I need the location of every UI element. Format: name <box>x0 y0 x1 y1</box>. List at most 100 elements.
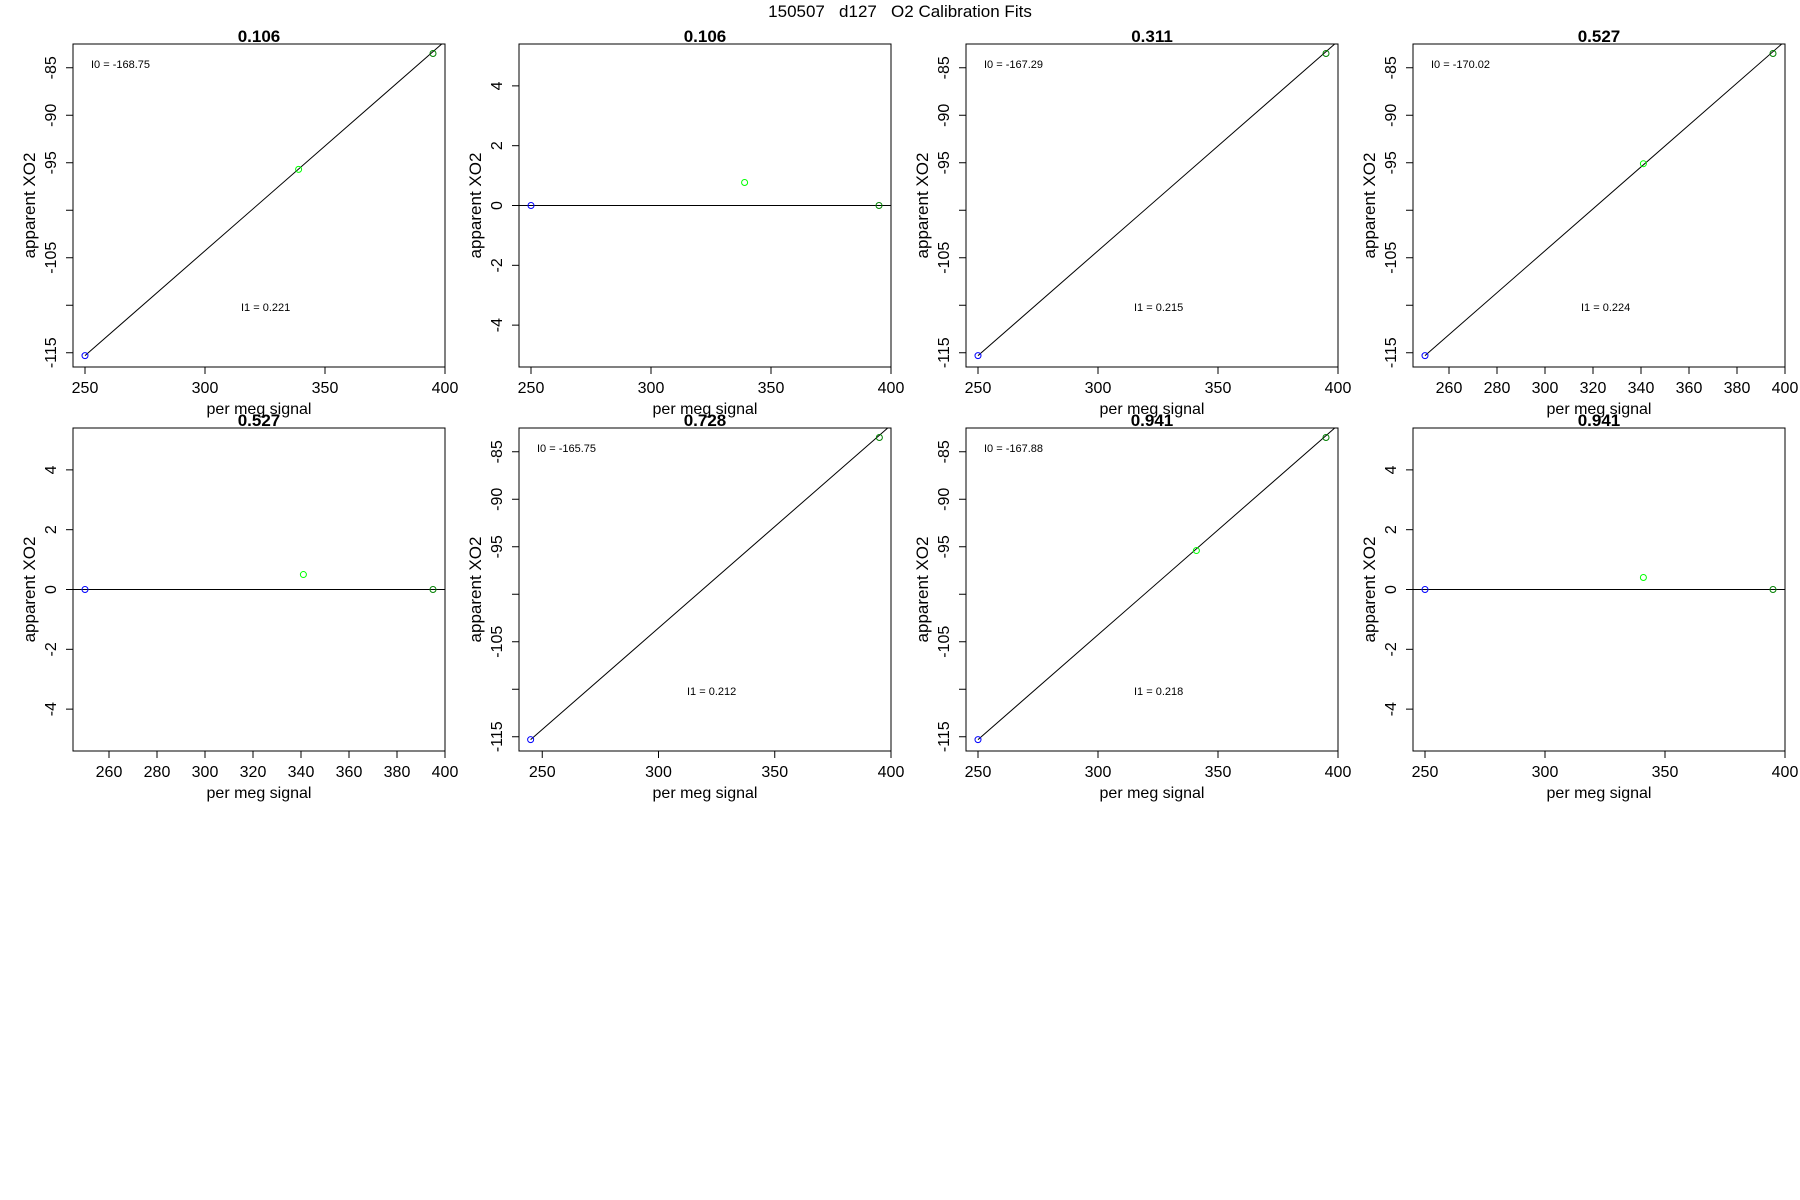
y-axis-label: apparent XO2 <box>466 153 485 259</box>
fit-line <box>84 44 443 356</box>
data-point <box>1639 574 1647 582</box>
x-tick-label: 320 <box>240 764 267 781</box>
fit-line <box>1424 44 1783 356</box>
y-tick-label: -95 <box>1383 151 1400 174</box>
x-tick-label: 300 <box>1532 380 1559 397</box>
y-tick-label: -90 <box>43 104 60 127</box>
x-tick-label: 250 <box>965 764 992 781</box>
x-tick-label: 350 <box>758 380 785 397</box>
data-point <box>527 736 535 744</box>
plot-title: 0.311 <box>1131 27 1173 46</box>
y-tick-label: 0 <box>489 201 506 210</box>
calibration-plot-7: 0.941 250 300 350 400 per meg signal -115 -105 -… <box>913 411 1351 802</box>
data-point <box>295 165 303 173</box>
calibration-plot-2: 0.106 250 300 350 400 per meg signal -4 -2 0 2 4 ap… <box>466 27 904 418</box>
fit-annotation: I1 = 0.215 <box>1134 302 1183 314</box>
x-tick-label: 280 <box>144 764 171 781</box>
x-tick-label: 300 <box>1085 380 1112 397</box>
calibration-plot-1: 0.106 250 300 350 400 per meg signal -115 -105 -… <box>20 27 458 418</box>
calibration-plot-3: 0.311 250 300 350 400 per meg signal -115 -105 -… <box>913 27 1351 418</box>
fit-annotation: I0 = -165.75 <box>537 443 596 455</box>
plot-title: 0.527 <box>1578 27 1621 46</box>
y-tick-label: -105 <box>43 242 60 274</box>
y-tick-label: 0 <box>1383 585 1400 594</box>
data-point <box>1192 547 1200 555</box>
x-tick-label: 340 <box>288 764 315 781</box>
data-point <box>1769 586 1777 593</box>
y-tick-label: 4 <box>1383 465 1400 474</box>
data-point <box>1322 50 1330 57</box>
fit-line <box>530 428 889 740</box>
x-tick-label: 300 <box>192 380 219 397</box>
calibration-plot-6: 0.728 250 300 350 400 per meg signal -115 -105 -… <box>466 411 904 802</box>
x-tick-label: 350 <box>1652 764 1679 781</box>
fit-annotation: I0 = -170.02 <box>1431 59 1490 71</box>
x-axis-label: per meg signal <box>1547 785 1652 802</box>
data-point <box>875 434 883 441</box>
data-point <box>429 50 437 57</box>
y-axis-label: apparent XO2 <box>466 537 485 643</box>
y-tick-label: -2 <box>489 258 506 272</box>
y-axis-label: apparent XO2 <box>20 537 39 643</box>
x-tick-label: 250 <box>1412 764 1439 781</box>
x-tick-label: 400 <box>878 380 905 397</box>
x-tick-label: 400 <box>432 764 459 781</box>
y-tick-label: -105 <box>936 626 953 658</box>
plot-frame <box>1412 43 1786 368</box>
fit-annotation: I1 = 0.218 <box>1134 686 1183 698</box>
y-tick-label: -115 <box>1383 337 1400 368</box>
data-point <box>429 586 437 593</box>
y-tick-label: 4 <box>489 81 506 90</box>
y-tick-label: 4 <box>43 465 60 474</box>
x-axis-label: per meg signal <box>207 785 312 802</box>
x-tick-label: 340 <box>1628 380 1655 397</box>
y-tick-label: -105 <box>1383 242 1400 274</box>
plot-frame <box>72 43 446 368</box>
y-tick-label: -105 <box>936 242 953 274</box>
y-tick-label: -2 <box>43 642 60 656</box>
x-tick-label: 320 <box>1580 380 1607 397</box>
y-tick-label: -95 <box>936 151 953 174</box>
data-point <box>1421 586 1429 593</box>
data-point <box>875 202 883 209</box>
data-point <box>741 178 749 186</box>
x-tick-label: 400 <box>1325 764 1352 781</box>
calibration-plot-5: 0.527 260 280 300 320 340 360 380 400 per meg sig… <box>20 411 458 802</box>
data-point <box>527 202 535 209</box>
x-tick-label: 360 <box>1676 380 1703 397</box>
y-tick-label: -4 <box>43 702 60 716</box>
y-tick-label: -2 <box>1383 642 1400 656</box>
data-point <box>81 352 89 360</box>
x-axis-label: per meg signal <box>207 401 312 418</box>
y-tick-label: 2 <box>1383 525 1400 534</box>
x-axis-label: per meg signal <box>1100 785 1205 802</box>
fit-line <box>977 428 1336 740</box>
data-point <box>1769 50 1777 57</box>
y-tick-label: -90 <box>936 104 953 127</box>
y-tick-label: -95 <box>43 151 60 174</box>
y-axis-label: apparent XO2 <box>913 153 932 259</box>
x-tick-label: 300 <box>192 764 219 781</box>
x-tick-label: 400 <box>878 764 905 781</box>
fit-annotation: I1 = 0.212 <box>687 686 736 698</box>
x-axis-label: per meg signal <box>653 401 758 418</box>
y-tick-label: -85 <box>1383 56 1400 79</box>
plot-frame <box>965 43 1339 368</box>
x-tick-label: 380 <box>384 764 411 781</box>
calibration-plot-4: 0.527 260 280 300 320 340 360 380 400 per meg sig… <box>1360 27 1798 418</box>
y-tick-label: -95 <box>936 535 953 558</box>
x-tick-label: 400 <box>432 380 459 397</box>
y-tick-label: 2 <box>489 141 506 150</box>
y-tick-label: -85 <box>489 440 506 463</box>
x-axis-label: per meg signal <box>1547 401 1652 418</box>
x-tick-label: 300 <box>1085 764 1112 781</box>
plot-title: 0.106 <box>684 27 727 46</box>
x-tick-label: 400 <box>1772 380 1799 397</box>
y-tick-label: -115 <box>489 721 506 752</box>
data-point <box>974 352 982 360</box>
y-tick-label: -115 <box>43 337 60 368</box>
y-tick-label: 2 <box>43 525 60 534</box>
data-point <box>1421 352 1429 360</box>
x-tick-label: 250 <box>518 380 545 397</box>
y-tick-label: -115 <box>936 721 953 752</box>
